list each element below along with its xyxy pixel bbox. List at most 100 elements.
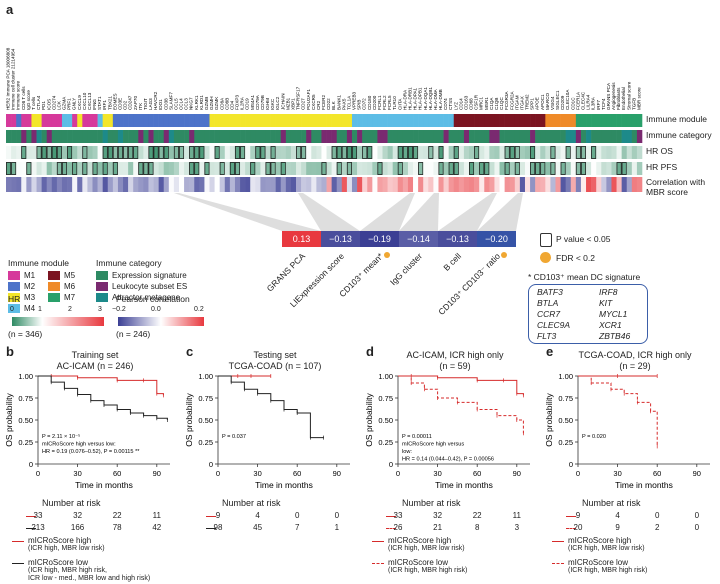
- column-name: IRF1: [102, 100, 107, 110]
- hr-os-cell: [535, 146, 541, 159]
- corr-tick-2: 0.2: [194, 306, 204, 313]
- hr-os-cell: [204, 146, 210, 159]
- module-cell: [448, 114, 455, 127]
- hr-pfs-cell: [301, 162, 307, 175]
- category-cell: [219, 130, 226, 143]
- pvalue-outline: [336, 162, 342, 175]
- hr-os-cell: [234, 146, 241, 159]
- category-cell: [535, 130, 541, 143]
- module-legend-item: M7: [48, 292, 75, 304]
- module-cell: [311, 114, 317, 127]
- module-cell: [178, 114, 185, 127]
- module-cell: [341, 114, 348, 127]
- gene-name: MYCL1: [599, 309, 628, 319]
- column-name: CD38: [163, 98, 168, 110]
- hr-os-cell: [397, 146, 404, 159]
- correlation-cell: [92, 177, 98, 192]
- module-cell: [601, 114, 607, 127]
- hr-pfs-cell: [51, 162, 58, 175]
- module-legend-item: M3: [8, 292, 35, 304]
- column-name: CD163: [463, 95, 468, 110]
- category-cell: [280, 130, 287, 143]
- module-legend-item: M4: [8, 303, 35, 315]
- pvalue-outline: [565, 146, 571, 159]
- correlation-cell: [484, 177, 490, 192]
- hr-os-cell: [117, 146, 124, 159]
- correlation-cell: [351, 177, 358, 192]
- risk-count: 0: [694, 523, 700, 532]
- correlation-cell: [26, 177, 32, 192]
- hr-pfs-cell: [194, 162, 200, 175]
- category-cell: [16, 130, 22, 143]
- row-label-module: Immune module: [646, 114, 707, 124]
- legend-label: mICRoScore high: [568, 536, 632, 545]
- fdr-dot-icon: [383, 252, 390, 258]
- hr-os-cell: [16, 146, 22, 159]
- pvalue-outline: [56, 146, 62, 159]
- hr-pfs-cell: [199, 162, 205, 175]
- hr-pfs-cell: [306, 162, 312, 175]
- module-cell: [514, 114, 521, 127]
- corr-n: (n = 246): [116, 329, 151, 339]
- legend-sublabel: (ICR high, MBR low risk): [28, 545, 105, 552]
- correlation-cell: [133, 177, 139, 192]
- km-subtitle: TCGA-COAD (n = 107): [228, 361, 322, 371]
- pvalue-outline: [56, 162, 62, 175]
- risk-count: 1: [334, 523, 340, 532]
- correlation-cell: [331, 177, 338, 192]
- correlation-cell: [540, 177, 546, 192]
- category-cell: [377, 130, 383, 143]
- pvalue-outline: [402, 146, 408, 159]
- column-name: CCL4: [179, 98, 184, 110]
- km-annotation: P = 2.11 × 10⁻⁵: [42, 433, 80, 440]
- category-cell: [499, 130, 505, 143]
- correlation-cell: [316, 177, 322, 192]
- module-cell: [469, 114, 475, 127]
- column-name: ICOS: [46, 99, 51, 110]
- hr-os-cell: [438, 146, 444, 159]
- risk-count: 78: [112, 523, 122, 532]
- category-cell: [601, 130, 607, 143]
- hr-pfs-cell: [133, 162, 139, 175]
- category-cell: [382, 130, 388, 143]
- pvalue-outline: [504, 162, 510, 175]
- panel-letter: b: [6, 344, 14, 359]
- module-cell: [36, 114, 42, 127]
- column-name: GZMK: [214, 96, 219, 110]
- module-cell: [402, 114, 409, 127]
- column-name: ITGAX: [519, 96, 524, 110]
- column-name: CD79A: [255, 94, 260, 110]
- hr-pfs-cell: [168, 162, 175, 175]
- hr-os-cell: [184, 146, 190, 159]
- module-cell: [397, 114, 404, 127]
- module-cell: [346, 114, 353, 127]
- module-cell: [61, 114, 68, 127]
- correlation-cell: [67, 177, 73, 192]
- module-cell: [443, 114, 449, 127]
- correlation-cell: [336, 177, 343, 192]
- funnel-wedge: [174, 193, 321, 231]
- hr-os-cell: [514, 146, 521, 159]
- column-name: GRANS PCA: [606, 82, 611, 110]
- category-cell: [341, 130, 348, 143]
- column-name: T cells: [31, 96, 36, 110]
- column-name: CD8 T cells: [21, 86, 26, 110]
- hr-os-cell: [97, 146, 103, 159]
- category-cell: [41, 130, 48, 143]
- corr-colorbar: [118, 317, 204, 326]
- legend-swatch: [12, 541, 24, 542]
- module-cell: [194, 114, 200, 127]
- module-cell: [26, 114, 32, 127]
- correlation-cell: [97, 177, 103, 192]
- risk-row-swatch: [386, 528, 396, 529]
- pvalue-outline: [148, 146, 154, 159]
- km-line-low: [38, 375, 168, 420]
- correlation-cell: [240, 177, 246, 192]
- correlation-cell: [306, 177, 312, 192]
- pvalue-outline: [82, 162, 88, 175]
- category-cell: [489, 130, 495, 143]
- column-name: SPIB: [357, 100, 362, 110]
- module-cell: [280, 114, 287, 127]
- module-cell: [204, 114, 210, 127]
- module-cell: [367, 114, 373, 127]
